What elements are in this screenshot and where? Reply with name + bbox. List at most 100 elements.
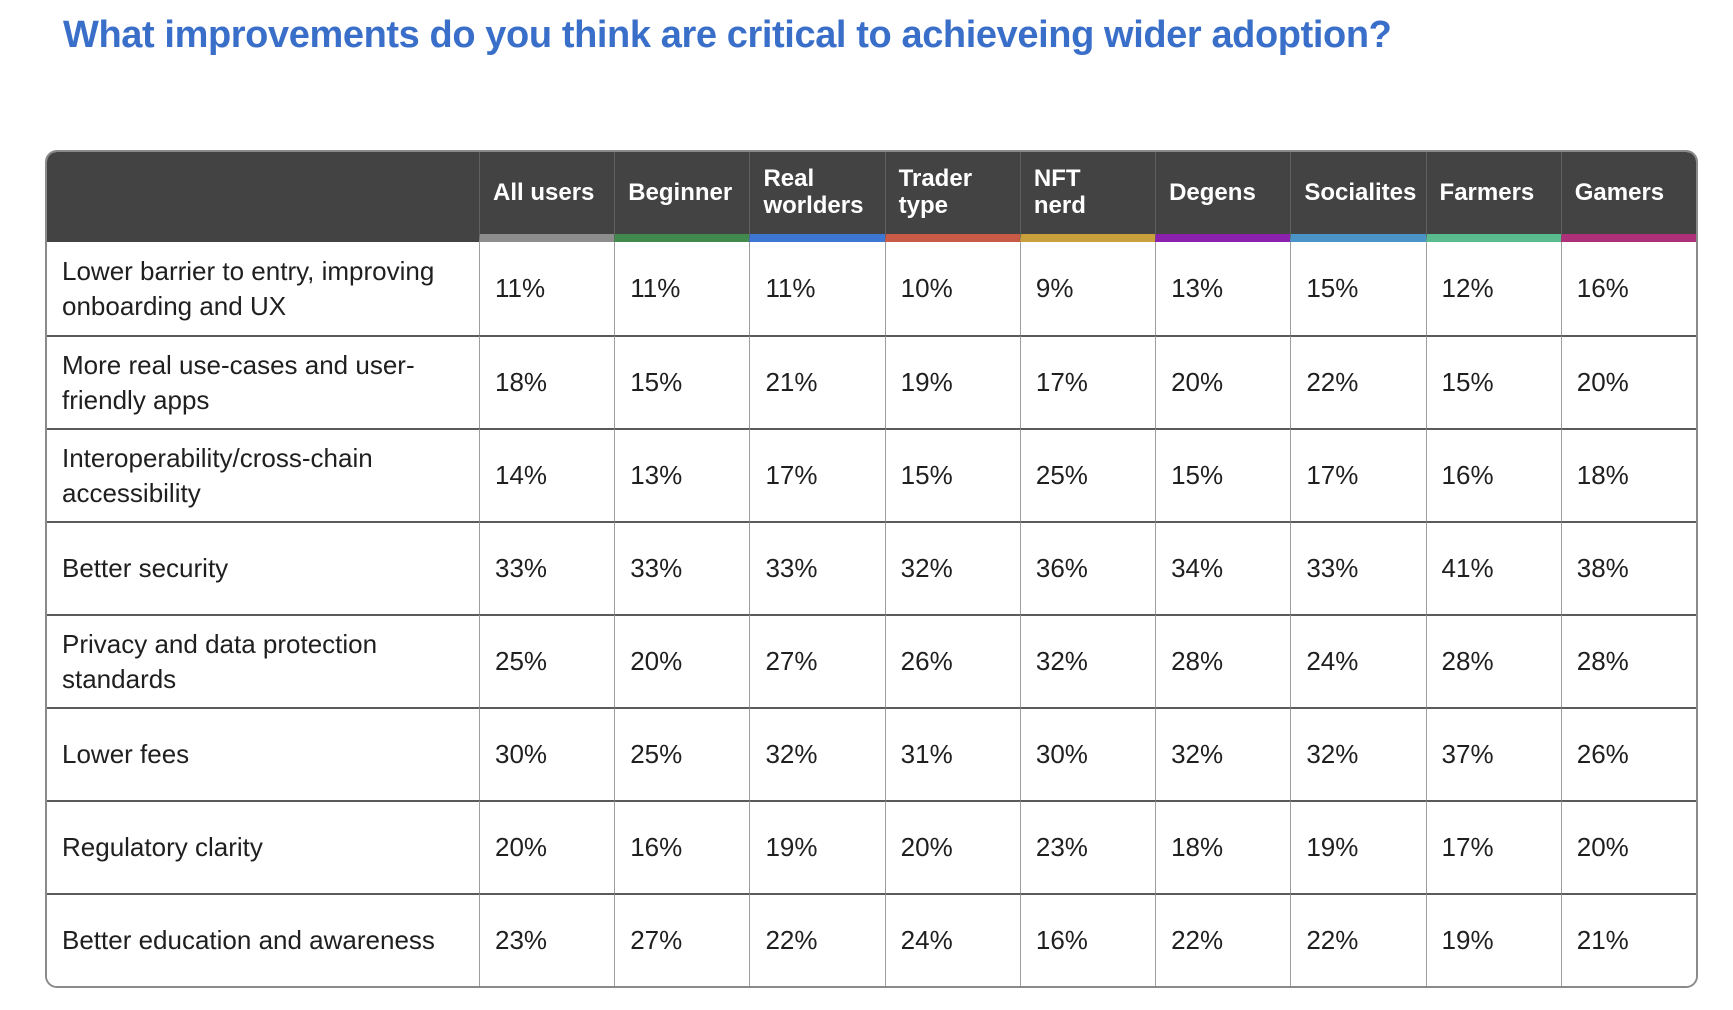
value-cell: 17% [749, 428, 885, 521]
value-cell: 10% [884, 242, 1020, 335]
table-row: Interoperability/cross-chain accessibili… [47, 428, 1696, 521]
value-cell: 41% [1425, 521, 1561, 614]
value-cell: 15% [1290, 242, 1426, 335]
value-cell: 16% [1019, 893, 1156, 986]
value-cell: 28% [1560, 614, 1696, 707]
value-cell: 16% [1560, 242, 1696, 335]
value-cell: 23% [479, 893, 615, 986]
value-cell: 15% [614, 335, 750, 428]
value-cell: 11% [479, 242, 615, 335]
value-cell: 37% [1425, 707, 1561, 800]
value-cell: 22% [1290, 335, 1426, 428]
value-cell: 17% [1425, 800, 1561, 893]
value-cell: 22% [749, 893, 885, 986]
value-cell: 32% [884, 521, 1020, 614]
value-cell: 9% [1019, 242, 1156, 335]
value-cell: 28% [1425, 614, 1561, 707]
value-cell: 38% [1560, 521, 1696, 614]
value-cell: 32% [1290, 707, 1426, 800]
value-cell: 26% [884, 614, 1020, 707]
value-cell: 17% [1290, 428, 1426, 521]
value-cell: 25% [1019, 428, 1156, 521]
row-label: Privacy and data protection standards [47, 614, 479, 707]
value-cell: 27% [749, 614, 885, 707]
value-cell: 22% [1290, 893, 1426, 986]
value-cell: 25% [614, 707, 750, 800]
value-cell: 33% [614, 521, 750, 614]
value-cell: 15% [1425, 335, 1561, 428]
table-row: Lower fees 30% 25% 32% 31% 30% 32% 32% 37% 26% [47, 707, 1696, 800]
value-cell: 32% [749, 707, 885, 800]
value-cell: 21% [749, 335, 885, 428]
value-cell: 21% [1560, 893, 1696, 986]
table-row: Privacy and data protection standards 25%… [47, 614, 1696, 707]
value-cell: 18% [479, 335, 615, 428]
value-cell: 16% [1425, 428, 1561, 521]
table-header: All users Beginner Real worlders Trader typ… [47, 152, 1696, 242]
column-header: Farmers [1425, 152, 1561, 242]
value-cell: 32% [1155, 707, 1291, 800]
column-header: Trader type [884, 152, 1020, 242]
value-cell: 30% [1019, 707, 1156, 800]
value-cell: 18% [1560, 428, 1696, 521]
row-label: Better education and awareness [47, 893, 479, 986]
value-cell: 24% [1290, 614, 1426, 707]
column-header: Beginner [614, 152, 750, 242]
column-header: NFT nerd [1019, 152, 1156, 242]
value-cell: 23% [1019, 800, 1156, 893]
value-cell: 30% [479, 707, 615, 800]
table-row: Better security 33% 33% 33% 32% 36% 34% 33% 41% 3… [47, 521, 1696, 614]
column-header: Real worlders [749, 152, 885, 242]
survey-table-container: All users Beginner Real worlders Trader typ… [45, 150, 1698, 988]
row-label: More real use-cases and user- friendly a… [47, 335, 479, 428]
header-row: All users Beginner Real worlders Trader typ… [47, 152, 1696, 242]
value-cell: 34% [1155, 521, 1291, 614]
row-label: Interoperability/cross-chain accessibili… [47, 428, 479, 521]
value-cell: 31% [884, 707, 1020, 800]
value-cell: 36% [1019, 521, 1156, 614]
table-row: Better education and awareness 23% 27% 22% 2… [47, 893, 1696, 986]
value-cell: 20% [479, 800, 615, 893]
row-label: Lower barrier to entry, improving onboar… [47, 242, 479, 335]
value-cell: 18% [1155, 800, 1291, 893]
value-cell: 27% [614, 893, 750, 986]
value-cell: 19% [884, 335, 1020, 428]
value-cell: 22% [1155, 893, 1291, 986]
value-cell: 33% [1290, 521, 1426, 614]
value-cell: 17% [1019, 335, 1156, 428]
value-cell: 14% [479, 428, 615, 521]
table-row: More real use-cases and user- friendly a… [47, 335, 1696, 428]
value-cell: 16% [614, 800, 750, 893]
column-header: All users [479, 152, 615, 242]
value-cell: 19% [749, 800, 885, 893]
row-label: Better security [47, 521, 479, 614]
value-cell: 11% [749, 242, 885, 335]
survey-table: All users Beginner Real worlders Trader typ… [47, 152, 1696, 986]
value-cell: 24% [884, 893, 1020, 986]
table-body: Lower barrier to entry, improving onboar… [47, 242, 1696, 986]
row-label: Regulatory clarity [47, 800, 479, 893]
value-cell: 11% [614, 242, 750, 335]
value-cell: 20% [614, 614, 750, 707]
value-cell: 12% [1425, 242, 1561, 335]
value-cell: 15% [1155, 428, 1291, 521]
value-cell: 15% [884, 428, 1020, 521]
value-cell: 20% [884, 800, 1020, 893]
value-cell: 28% [1155, 614, 1291, 707]
value-cell: 26% [1560, 707, 1696, 800]
value-cell: 20% [1560, 335, 1696, 428]
value-cell: 13% [614, 428, 750, 521]
value-cell: 33% [479, 521, 615, 614]
value-cell: 25% [479, 614, 615, 707]
table-row: Regulatory clarity 20% 16% 19% 20% 23% 18% 19% 1… [47, 800, 1696, 893]
column-header: Socialites [1290, 152, 1426, 242]
value-cell: 13% [1155, 242, 1291, 335]
value-cell: 19% [1425, 893, 1561, 986]
column-header: Degens [1155, 152, 1291, 242]
value-cell: 33% [749, 521, 885, 614]
value-cell: 20% [1155, 335, 1291, 428]
column-header: Gamers [1560, 152, 1696, 242]
row-label: Lower fees [47, 707, 479, 800]
value-cell: 19% [1290, 800, 1426, 893]
table-row: Lower barrier to entry, improving onboar… [47, 242, 1696, 335]
